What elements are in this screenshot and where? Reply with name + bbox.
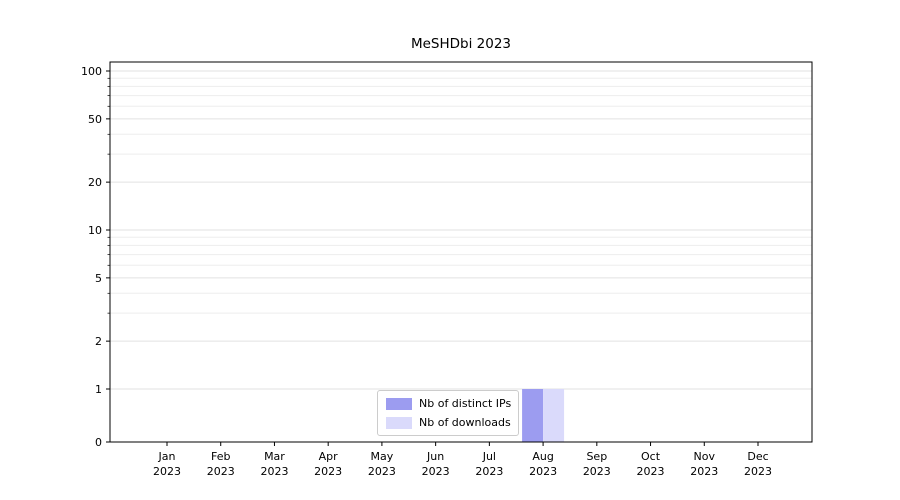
y-tick-label: 0 — [95, 436, 102, 449]
y-tick-label: 5 — [95, 272, 102, 285]
x-tick-label-month: Nov — [694, 450, 716, 463]
legend-item-distinct-ips: Nb of distinct IPs — [386, 397, 512, 410]
y-tick-label: 50 — [88, 113, 102, 126]
x-tick-label-year: 2023 — [153, 465, 181, 478]
y-tick-label: 100 — [81, 65, 102, 78]
legend-label-downloads: Nb of downloads — [419, 416, 511, 429]
x-tick-label-year: 2023 — [529, 465, 557, 478]
bar-distinct-ips-aug — [522, 389, 544, 442]
y-tick-label: 20 — [88, 176, 102, 189]
x-tick-label-month: Feb — [211, 450, 230, 463]
y-tick-label: 2 — [95, 335, 102, 348]
x-tick-label-year: 2023 — [583, 465, 611, 478]
x-tick-label-month: Sep — [586, 450, 607, 463]
x-tick-label-month: May — [371, 450, 394, 463]
x-tick-label-year: 2023 — [207, 465, 235, 478]
x-tick-label-year: 2023 — [368, 465, 396, 478]
x-tick-label-year: 2023 — [260, 465, 288, 478]
x-tick-label-year: 2023 — [690, 465, 718, 478]
legend-label-distinct-ips: Nb of distinct IPs — [419, 397, 512, 410]
legend-item-downloads: Nb of downloads — [386, 416, 511, 429]
x-tick-label-month: Jul — [482, 450, 496, 463]
x-tick-label-year: 2023 — [744, 465, 772, 478]
legend: Nb of distinct IPs Nb of downloads — [377, 390, 519, 436]
x-tick-label-month: Aug — [532, 450, 553, 463]
x-tick-label-year: 2023 — [475, 465, 503, 478]
bar-downloads-aug — [543, 389, 565, 442]
y-tick-label: 1 — [95, 383, 102, 396]
x-tick-label-month: Jan — [158, 450, 176, 463]
x-tick-label-year: 2023 — [422, 465, 450, 478]
legend-swatch-distinct-ips — [386, 397, 412, 410]
x-tick-label-month: Oct — [641, 450, 661, 463]
y-tick-label: 10 — [88, 224, 102, 237]
x-tick-label-month: Apr — [319, 450, 339, 463]
axis-frame — [109, 61, 813, 443]
x-tick-label-month: Dec — [747, 450, 768, 463]
x-tick-label-month: Mar — [264, 450, 285, 463]
x-tick-label-year: 2023 — [637, 465, 665, 478]
x-tick-label-month: Jun — [426, 450, 444, 463]
x-tick-label-year: 2023 — [314, 465, 342, 478]
chart-title: MeSHDbi 2023 — [410, 36, 512, 52]
legend-swatch-downloads — [386, 416, 412, 429]
